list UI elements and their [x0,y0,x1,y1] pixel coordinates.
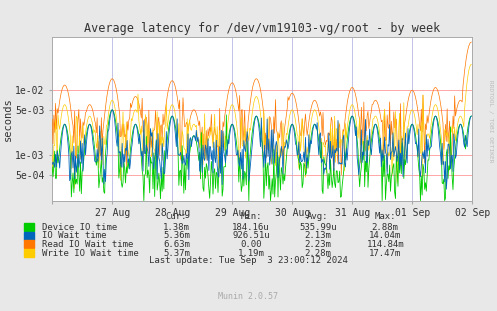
Text: RRDTOOL / TOBI OETIKER: RRDTOOL / TOBI OETIKER [489,80,494,163]
Text: Write IO Wait time: Write IO Wait time [42,249,139,258]
Text: 2.28m: 2.28m [305,249,331,258]
Text: Max:: Max: [374,212,396,220]
Text: 1.38m: 1.38m [163,223,190,231]
Text: 5.36m: 5.36m [163,231,190,240]
Text: 2.88m: 2.88m [372,223,399,231]
Title: Average latency for /dev/vm19103-vg/root - by week: Average latency for /dev/vm19103-vg/root… [84,22,440,35]
Text: 5.37m: 5.37m [163,249,190,258]
Text: 926.51u: 926.51u [232,231,270,240]
Text: Avg:: Avg: [307,212,329,220]
Text: Cur:: Cur: [166,212,187,220]
Text: IO Wait time: IO Wait time [42,231,107,240]
Text: 14.04m: 14.04m [369,231,401,240]
Text: 535.99u: 535.99u [299,223,337,231]
Y-axis label: seconds: seconds [2,97,12,141]
Text: 2.13m: 2.13m [305,231,331,240]
Text: Last update: Tue Sep  3 23:00:12 2024: Last update: Tue Sep 3 23:00:12 2024 [149,256,348,265]
Text: 6.63m: 6.63m [163,240,190,249]
Text: Min:: Min: [240,212,262,220]
Text: Device IO time: Device IO time [42,223,117,231]
Text: 2.23m: 2.23m [305,240,331,249]
Text: 114.84m: 114.84m [366,240,404,249]
Text: 1.19m: 1.19m [238,249,264,258]
Text: Munin 2.0.57: Munin 2.0.57 [219,292,278,301]
Text: 184.16u: 184.16u [232,223,270,231]
Text: Read IO Wait time: Read IO Wait time [42,240,134,249]
Text: 0.00: 0.00 [240,240,262,249]
Text: 17.47m: 17.47m [369,249,401,258]
